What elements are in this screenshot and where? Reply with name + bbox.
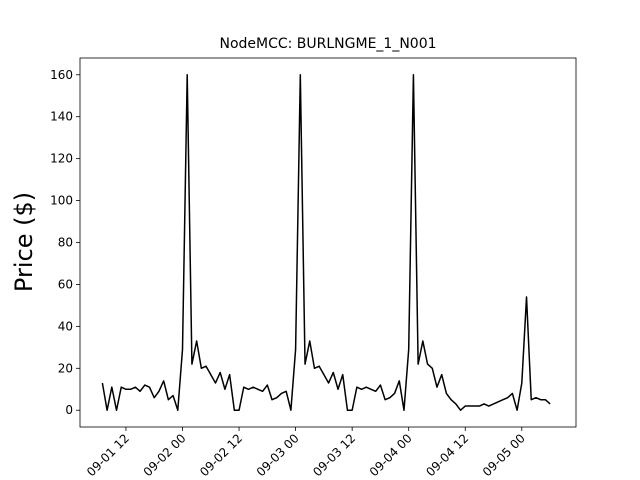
plot-frame xyxy=(79,57,577,428)
x-tick-label: 09-02 00 xyxy=(141,431,189,479)
x-tick-label: 09-02 12 xyxy=(197,431,245,479)
y-axis-label: Price ($) xyxy=(10,192,38,292)
y-tick-label: 60 xyxy=(58,277,73,291)
x-tick-label: 09-03 12 xyxy=(310,431,358,479)
y-tick-label: 140 xyxy=(50,110,73,124)
x-tick-label: 09-04 12 xyxy=(423,431,471,479)
y-tick-label: 100 xyxy=(50,194,73,208)
y-tick-label: 120 xyxy=(50,152,73,166)
y-tick-label: 40 xyxy=(58,319,73,333)
x-tick-label: 09-01 12 xyxy=(84,431,132,479)
y-tick-label: 0 xyxy=(65,403,73,417)
y-tick-label: 20 xyxy=(58,361,73,375)
x-tick-label: 09-03 00 xyxy=(254,431,302,479)
x-tick-label: 09-04 00 xyxy=(367,431,415,479)
y-tick-label: 160 xyxy=(50,68,73,82)
x-tick-label: 09-05 00 xyxy=(480,431,528,479)
chart-title: NodeMCC: BURLNGME_1_N001 xyxy=(219,36,436,52)
price-line xyxy=(101,74,551,411)
y-tick-label: 80 xyxy=(58,236,73,250)
